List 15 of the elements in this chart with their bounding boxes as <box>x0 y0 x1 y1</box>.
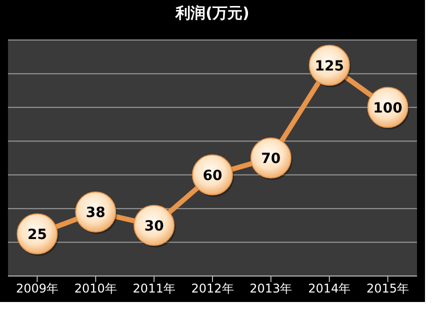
x-tick-label: 2011年 <box>132 282 176 296</box>
data-label: 30 <box>144 218 164 234</box>
data-label: 100 <box>373 100 403 116</box>
x-tick-label: 2010年 <box>74 282 117 296</box>
data-label: 25 <box>27 226 47 243</box>
data-label: 70 <box>261 150 281 167</box>
x-tick-label: 2009年 <box>16 282 58 296</box>
x-tick-label: 2015年 <box>366 282 410 296</box>
chart-title: 利润(万元) <box>174 4 250 23</box>
x-tick-label: 2012年 <box>191 282 234 296</box>
x-tick-label: 2013年 <box>250 282 292 296</box>
data-label: 38 <box>86 204 106 221</box>
data-label: 60 <box>202 168 222 184</box>
data-label: 125 <box>314 58 344 74</box>
x-tick-label: 2014年 <box>308 282 351 296</box>
